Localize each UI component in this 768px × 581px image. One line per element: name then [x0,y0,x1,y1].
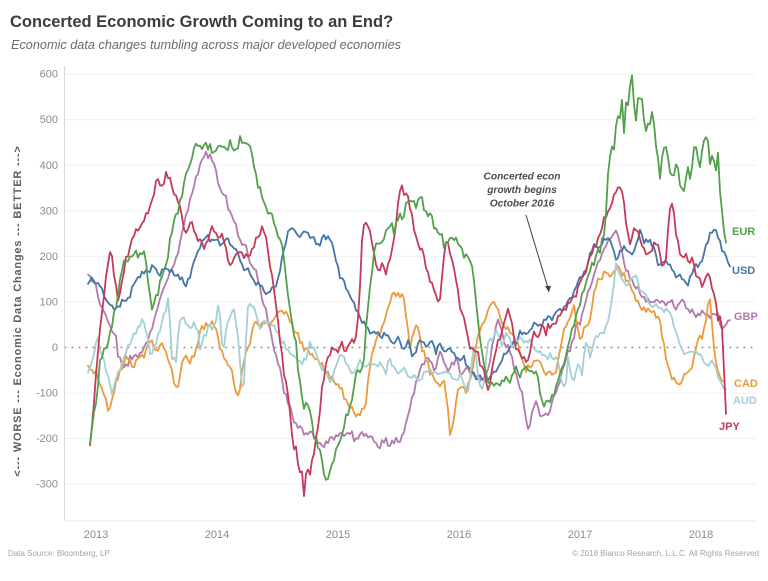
svg-text:2013: 2013 [84,529,108,541]
svg-text:<--- WORSE --- Economic Data C: <--- WORSE --- Economic Data Changes ---… [12,145,24,476]
svg-text:2016: 2016 [447,529,471,541]
svg-text:0: 0 [52,342,58,354]
svg-text:JPY: JPY [719,421,740,433]
svg-text:2018: 2018 [689,529,713,541]
svg-text:400: 400 [40,160,58,172]
svg-text:AUD: AUD [733,395,757,407]
svg-text:USD: USD [732,265,755,277]
svg-text:2017: 2017 [568,529,592,541]
svg-text:500: 500 [40,114,58,126]
svg-text:2014: 2014 [205,529,229,541]
svg-text:Data Source: Bloomberg, LP: Data Source: Bloomberg, LP [8,549,110,558]
svg-text:200: 200 [40,251,58,263]
svg-text:Concerted econ: Concerted econ [484,172,561,183]
svg-text:-200: -200 [36,433,58,445]
svg-text:2015: 2015 [326,529,350,541]
svg-text:October 2016: October 2016 [490,199,555,210]
svg-text:© 2018 Bianco Research, L.L.C.: © 2018 Bianco Research, L.L.C. All Right… [572,549,759,558]
svg-text:growth begins: growth begins [486,185,557,196]
svg-text:GBP: GBP [734,311,758,323]
svg-text:100: 100 [40,296,58,308]
svg-text:EUR: EUR [732,226,755,238]
svg-text:300: 300 [40,205,58,217]
svg-text:CAD: CAD [734,378,758,390]
svg-text:600: 600 [40,69,58,81]
svg-text:-100: -100 [36,388,58,400]
svg-text:-300: -300 [36,479,58,491]
